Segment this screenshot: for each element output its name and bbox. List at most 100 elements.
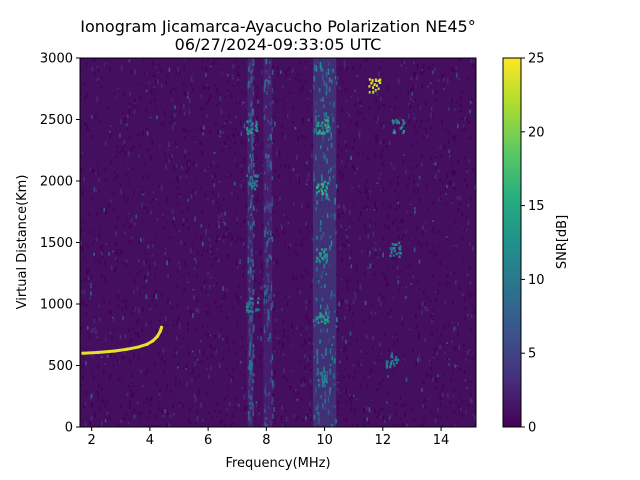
noise-cell xyxy=(222,297,224,300)
band-cell xyxy=(270,230,272,236)
noise-cell xyxy=(260,250,262,254)
noise-cell xyxy=(283,294,286,296)
noise-cell xyxy=(428,359,431,364)
noise-cell xyxy=(103,317,105,319)
noise-cell xyxy=(403,357,405,360)
noise-cell xyxy=(118,290,120,292)
noise-cell xyxy=(164,247,167,250)
noise-cell xyxy=(369,224,371,227)
noise-cell xyxy=(204,194,207,196)
noise-cell xyxy=(150,89,153,94)
noise-cell xyxy=(216,234,218,239)
noise-cell xyxy=(199,339,202,343)
noise-cell xyxy=(226,362,228,364)
band-cell xyxy=(250,334,253,339)
noise-cell xyxy=(245,301,248,306)
noise-cell xyxy=(471,293,474,296)
noise-cell xyxy=(187,328,189,332)
noise-cell xyxy=(188,272,190,275)
noise-cell xyxy=(151,61,154,66)
band-cell xyxy=(252,86,254,91)
patch-cell xyxy=(324,253,327,256)
noise-cell xyxy=(293,414,295,418)
noise-cell xyxy=(137,319,139,322)
noise-cell xyxy=(261,231,263,234)
noise-cell xyxy=(198,361,200,363)
band-cell xyxy=(320,220,322,226)
noise-cell xyxy=(342,300,344,303)
noise-cell xyxy=(366,417,368,422)
patch-cell xyxy=(393,129,396,132)
band-cell xyxy=(270,216,272,222)
noise-cell xyxy=(120,119,122,125)
patch-cell xyxy=(322,183,325,186)
patch-cell xyxy=(315,260,318,263)
noise-cell xyxy=(378,247,381,251)
noise-cell xyxy=(349,306,351,311)
noise-cell xyxy=(114,177,116,181)
band-cell xyxy=(318,417,320,424)
patch-cell xyxy=(402,119,405,122)
patch-cell xyxy=(248,300,251,303)
noise-cell xyxy=(390,309,393,312)
noise-cell xyxy=(279,196,281,201)
noise-cell xyxy=(358,185,360,190)
noise-cell xyxy=(273,350,276,353)
patch-cell xyxy=(392,247,395,250)
noise-cell xyxy=(467,220,470,226)
band-cell xyxy=(248,170,250,173)
noise-cell xyxy=(114,171,116,174)
patch-cell xyxy=(246,302,249,305)
noise-cell xyxy=(414,213,417,215)
noise-cell xyxy=(182,82,185,86)
patch-cell xyxy=(326,315,329,318)
noise-cell xyxy=(218,215,221,219)
band-cell xyxy=(250,69,253,74)
noise-cell xyxy=(307,414,309,419)
noise-cell xyxy=(200,286,203,291)
noise-cell xyxy=(376,119,378,124)
noise-cell xyxy=(350,155,352,160)
noise-cell xyxy=(306,271,309,274)
noise-cell xyxy=(438,198,441,202)
noise-cell xyxy=(359,383,362,388)
band-cell xyxy=(270,359,272,364)
noise-cell xyxy=(348,303,350,307)
noise-cell xyxy=(432,356,435,359)
noise-cell xyxy=(367,421,370,425)
noise-cell xyxy=(351,186,353,189)
noise-cell xyxy=(182,222,184,227)
noise-cell xyxy=(94,327,96,330)
noise-cell xyxy=(226,339,229,344)
noise-cell xyxy=(463,382,466,384)
noise-cell xyxy=(336,401,339,406)
noise-cell xyxy=(226,408,228,411)
noise-cell xyxy=(232,77,234,79)
noise-cell xyxy=(364,224,366,229)
noise-cell xyxy=(211,416,214,420)
noise-cell xyxy=(95,189,97,192)
noise-cell xyxy=(105,62,107,64)
patch-cell xyxy=(392,254,395,257)
noise-cell xyxy=(196,128,199,130)
noise-cell xyxy=(156,328,158,334)
noise-cell xyxy=(338,89,340,92)
noise-cell xyxy=(464,230,467,232)
noise-cell xyxy=(257,90,259,94)
noise-cell xyxy=(414,238,417,241)
band-cell xyxy=(332,175,335,179)
noise-cell xyxy=(260,172,262,175)
noise-cell xyxy=(437,374,439,377)
noise-cell xyxy=(223,95,226,99)
patch-cell xyxy=(323,255,326,258)
patch-cell xyxy=(255,123,258,126)
noise-cell xyxy=(364,185,367,189)
band-cell xyxy=(324,284,326,289)
noise-cell xyxy=(288,68,291,70)
noise-cell xyxy=(80,279,82,283)
noise-cell xyxy=(445,236,448,238)
noise-cell xyxy=(129,339,131,344)
noise-cell xyxy=(272,393,275,398)
patch-cell xyxy=(370,82,373,85)
noise-cell xyxy=(216,305,218,307)
